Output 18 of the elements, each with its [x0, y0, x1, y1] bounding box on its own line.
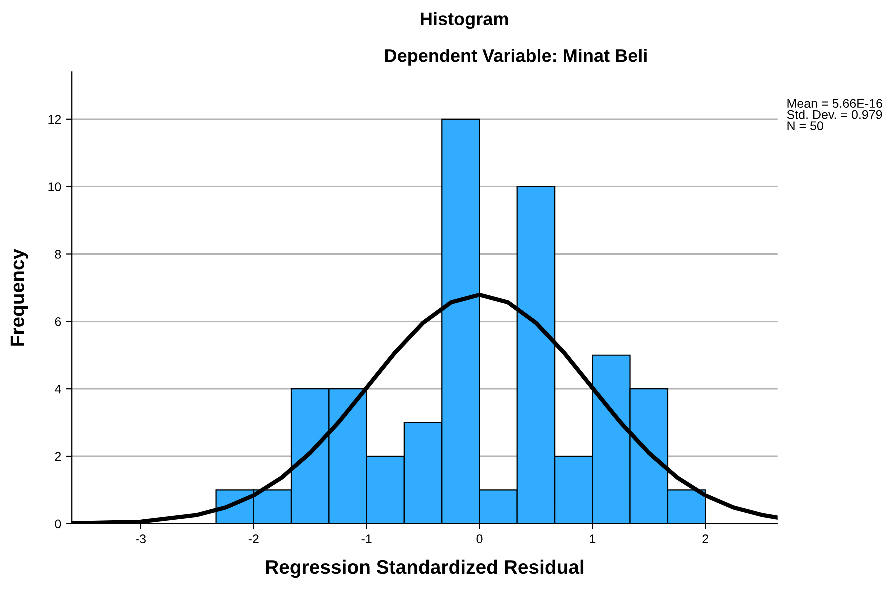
y-tick-label: 10	[48, 182, 62, 192]
y-tick-label: 6	[55, 317, 62, 326]
x-tick-label: 2	[702, 534, 708, 544]
chart-title: Histogram	[421, 12, 508, 30]
y-tick-label: 8	[55, 250, 62, 259]
x-axis-title: Regression Standardized Residual	[266, 560, 584, 578]
x-tick-label: 1	[590, 534, 596, 544]
y-axis-title: Frequency	[10, 249, 28, 346]
text: Mean = 5.66E-16 Std. Dev. = 0.979 N = 50	[787, 99, 882, 130]
x-tick-label: 0	[476, 534, 483, 544]
y-tick-label: 2	[55, 452, 62, 462]
y-tick-label: 12	[48, 115, 62, 124]
y-tick-label: 0	[55, 520, 62, 529]
x-tick-label: -2	[248, 534, 259, 544]
chart-subtitle: Dependent Variable: Minat Beli	[385, 49, 647, 66]
y-tick-label: 4	[55, 385, 62, 394]
x-tick-label: -1	[362, 534, 372, 544]
x-tick-label: -3	[136, 534, 146, 544]
